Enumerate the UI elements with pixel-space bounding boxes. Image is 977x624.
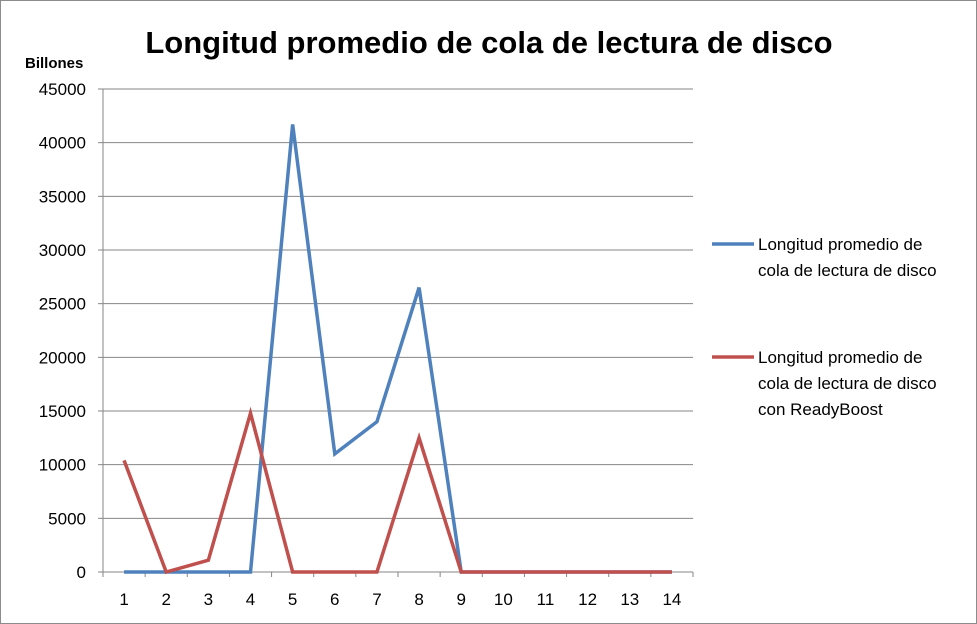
x-tick-label: 12 [578,590,597,609]
y-tick-label: 30000 [39,241,86,260]
x-tick-label: 11 [537,590,555,609]
y-tick-label: 20000 [39,348,86,367]
y-tick-label: 0 [77,563,86,582]
legend-entry-2: Longitud promedio de cola de lectura de d… [712,348,937,419]
legend: Longitud promedio de cola de lectura de d… [712,235,937,419]
y-tick-label: 15000 [39,402,86,421]
legend-label-line: cola de lectura de disco [758,374,937,393]
y-tick-label: 25000 [39,295,86,314]
x-tick-label: 3 [204,590,213,609]
x-tick-label: 7 [372,590,381,609]
legend-label-line: Longitud promedio de [758,348,922,367]
x-tick-label: 2 [161,590,170,609]
legend-label-line: Longitud promedio de [758,235,922,254]
x-tick-label: 5 [288,590,297,609]
x-tick-label: 8 [414,590,423,609]
x-tick-label: 6 [330,590,339,609]
legend-label-line: con ReadyBoost [758,400,883,419]
x-tick-label: 4 [246,590,255,609]
y-tick-label: 40000 [39,134,86,153]
x-tick-label: 14 [662,590,681,609]
y-tick-label: 10000 [39,456,86,475]
legend-label: Longitud promedio de cola de lectura de d… [758,235,937,280]
y-tick-label: 5000 [48,509,86,528]
x-tick-label: 1 [119,590,128,609]
gridlines [103,88,693,519]
axes [98,88,694,577]
series-line-2 [122,406,672,575]
legend-label: Longitud promedio de cola de lectura de d… [758,348,937,419]
x-tick-label: 13 [620,590,639,609]
x-tick-label: 9 [456,590,465,609]
y-axis-label: Billones [25,55,83,72]
legend-label-line: cola de lectura de disco [758,261,937,280]
y-tick-label: 35000 [39,187,86,206]
x-tick-label: 10 [494,590,513,609]
series-lines [122,124,672,575]
chart-title: Longitud promedio de cola de lectura de … [145,25,832,60]
tick-labels: 0 5000 10000 15000 20000 25000 30000 35000 40000… [39,80,682,609]
legend-entry-1: Longitud promedio de cola de lectura de d… [712,235,937,280]
y-tick-label: 45000 [39,80,86,99]
